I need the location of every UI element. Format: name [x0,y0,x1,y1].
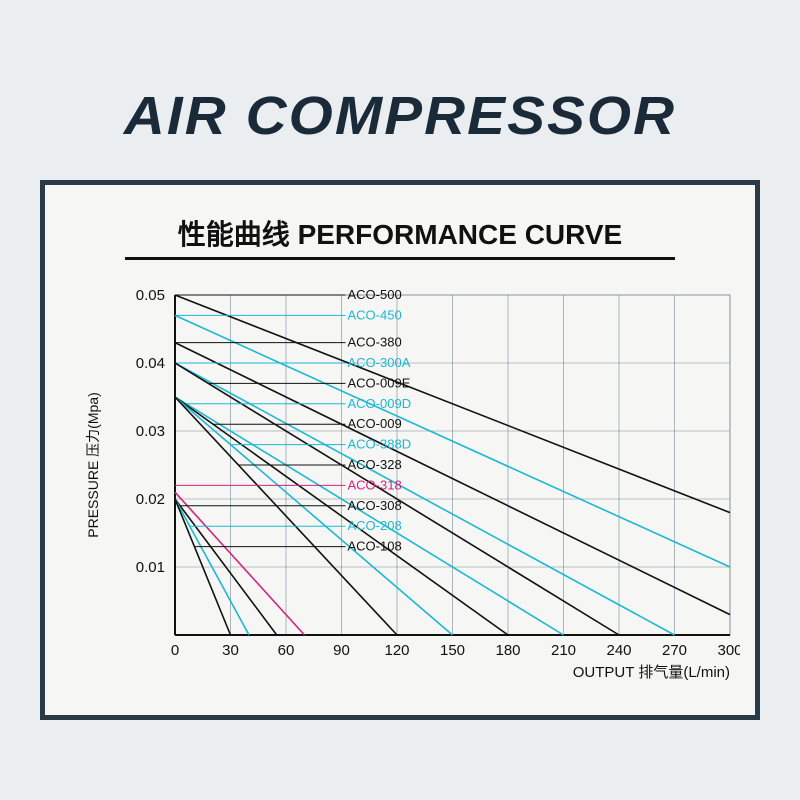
svg-text:0.04: 0.04 [136,355,165,372]
chart-title-underline [125,257,675,260]
svg-text:ACO-380: ACO-380 [348,335,402,350]
svg-text:120: 120 [384,642,409,659]
chart-title: 性能曲线 PERFORMANCE CURVE [45,213,755,253]
svg-text:210: 210 [551,642,576,659]
svg-text:0.03: 0.03 [136,423,165,440]
svg-text:ACO-328: ACO-328 [348,457,402,472]
svg-text:180: 180 [495,642,520,659]
performance-curve-chart: 0 30 60 90 120 150 180 210 240 270 300 0.01 0.02 0.03… [80,285,740,695]
svg-text:270: 270 [662,642,687,659]
svg-text:ACO-500: ACO-500 [348,287,402,302]
svg-text:ACO-009: ACO-009 [348,416,402,431]
svg-text:30: 30 [222,642,239,659]
svg-text:150: 150 [440,642,465,659]
svg-text:240: 240 [606,642,631,659]
svg-text:ACO-300A: ACO-300A [348,355,411,370]
svg-text:0.01: 0.01 [136,559,165,576]
svg-text:300: 300 [717,642,740,659]
svg-text:60: 60 [278,642,295,659]
svg-text:0.05: 0.05 [136,287,165,304]
svg-text:ACO-009E: ACO-009E [348,375,411,390]
svg-text:ACO-108: ACO-108 [348,539,402,554]
chart-area: 0 30 60 90 120 150 180 210 240 270 300 0.01 0.02 0.03… [80,285,740,695]
svg-text:ACO-388D: ACO-388D [348,437,412,452]
svg-text:OUTPUT 排气量(L/min): OUTPUT 排气量(L/min) [573,664,730,681]
svg-text:ACO-009D: ACO-009D [348,396,412,411]
svg-text:0.02: 0.02 [136,491,165,508]
chart-frame: 性能曲线 PERFORMANCE CURVE 0 30 60 90 120 150 180 2… [40,180,760,720]
svg-text:ACO-208: ACO-208 [348,518,402,533]
page-root: AIR COMPRESSOR 性能曲线 PERFORMANCE CURVE 0 3… [0,0,800,800]
main-title: AIR COMPRESSOR [0,85,800,147]
svg-text:90: 90 [333,642,350,659]
svg-text:ACO-450: ACO-450 [348,307,402,322]
svg-text:PRESSURE 压力(Mpa): PRESSURE 压力(Mpa) [85,392,101,537]
svg-text:ACO-318: ACO-318 [348,477,402,492]
svg-text:ACO-308: ACO-308 [348,498,402,513]
svg-text:0: 0 [171,642,179,659]
